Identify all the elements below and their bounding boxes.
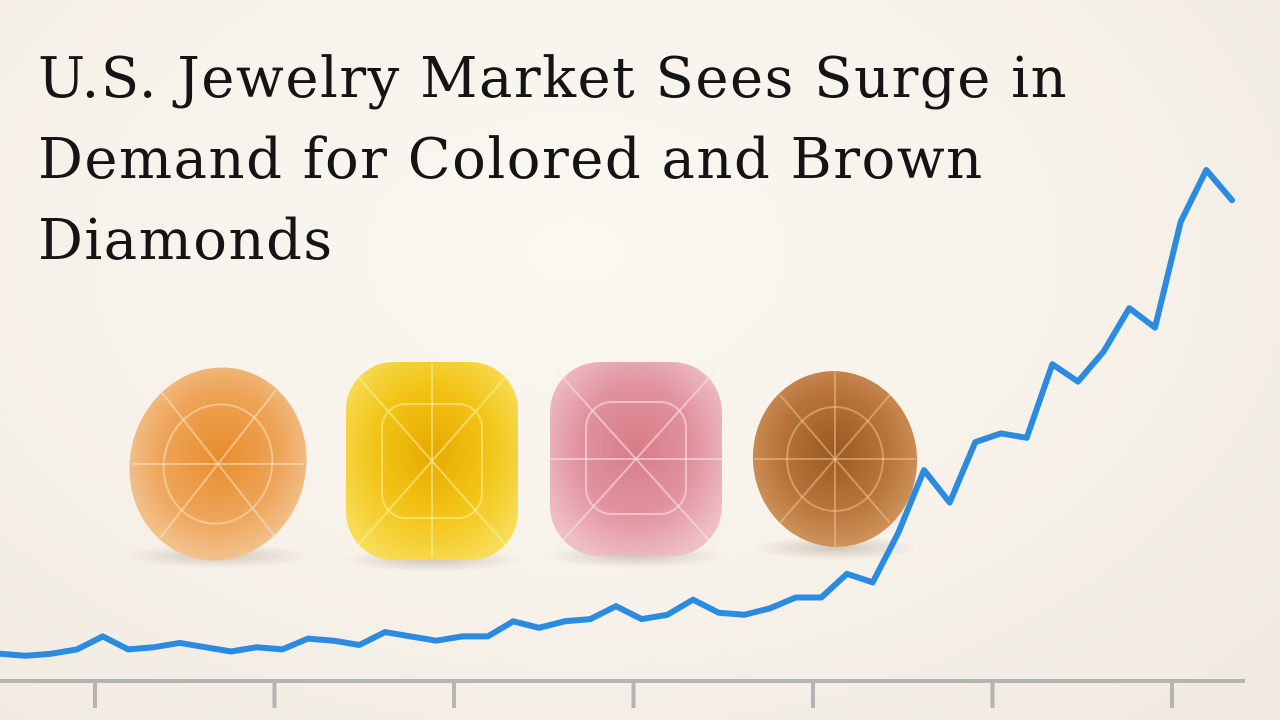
- trend-line: [0, 167, 1235, 659]
- x-axis-ticks: [93, 681, 1174, 708]
- headline: U.S. Jewelry Market Sees Surge in Demand…: [38, 46, 1069, 273]
- orange-oval-diamond: [129, 367, 307, 561]
- brown-round-diamond: [752, 371, 918, 547]
- pink-cushion-diamond: [550, 362, 722, 556]
- diamonds-group: [126, 362, 918, 572]
- yellow-cushion-diamond: [346, 362, 518, 560]
